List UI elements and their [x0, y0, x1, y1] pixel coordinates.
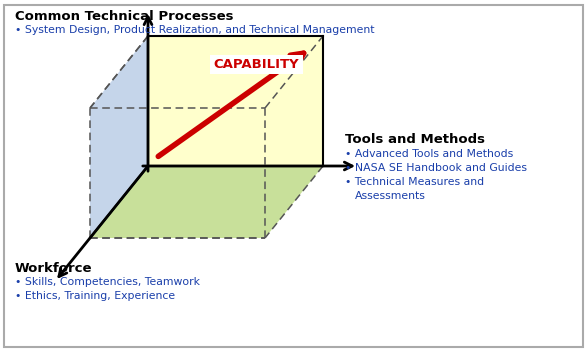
- Text: • Ethics, Training, Experience: • Ethics, Training, Experience: [15, 291, 175, 301]
- Polygon shape: [148, 36, 323, 166]
- FancyBboxPatch shape: [4, 5, 583, 347]
- Text: • NASA SE Handbook and Guides: • NASA SE Handbook and Guides: [345, 163, 527, 173]
- Text: Assessments: Assessments: [355, 191, 426, 201]
- Polygon shape: [90, 166, 323, 238]
- Text: Workforce: Workforce: [15, 262, 92, 275]
- Text: • System Design, Product Realization, and Technical Management: • System Design, Product Realization, an…: [15, 25, 375, 35]
- Text: Tools and Methods: Tools and Methods: [345, 133, 485, 146]
- Polygon shape: [90, 36, 148, 238]
- Text: • Technical Measures and: • Technical Measures and: [345, 177, 484, 187]
- Text: • Skills, Competencies, Teamwork: • Skills, Competencies, Teamwork: [15, 277, 200, 287]
- Text: • Advanced Tools and Methods: • Advanced Tools and Methods: [345, 149, 513, 159]
- Text: CAPABILITY: CAPABILITY: [213, 58, 299, 71]
- Text: Common Technical Processes: Common Technical Processes: [15, 10, 233, 23]
